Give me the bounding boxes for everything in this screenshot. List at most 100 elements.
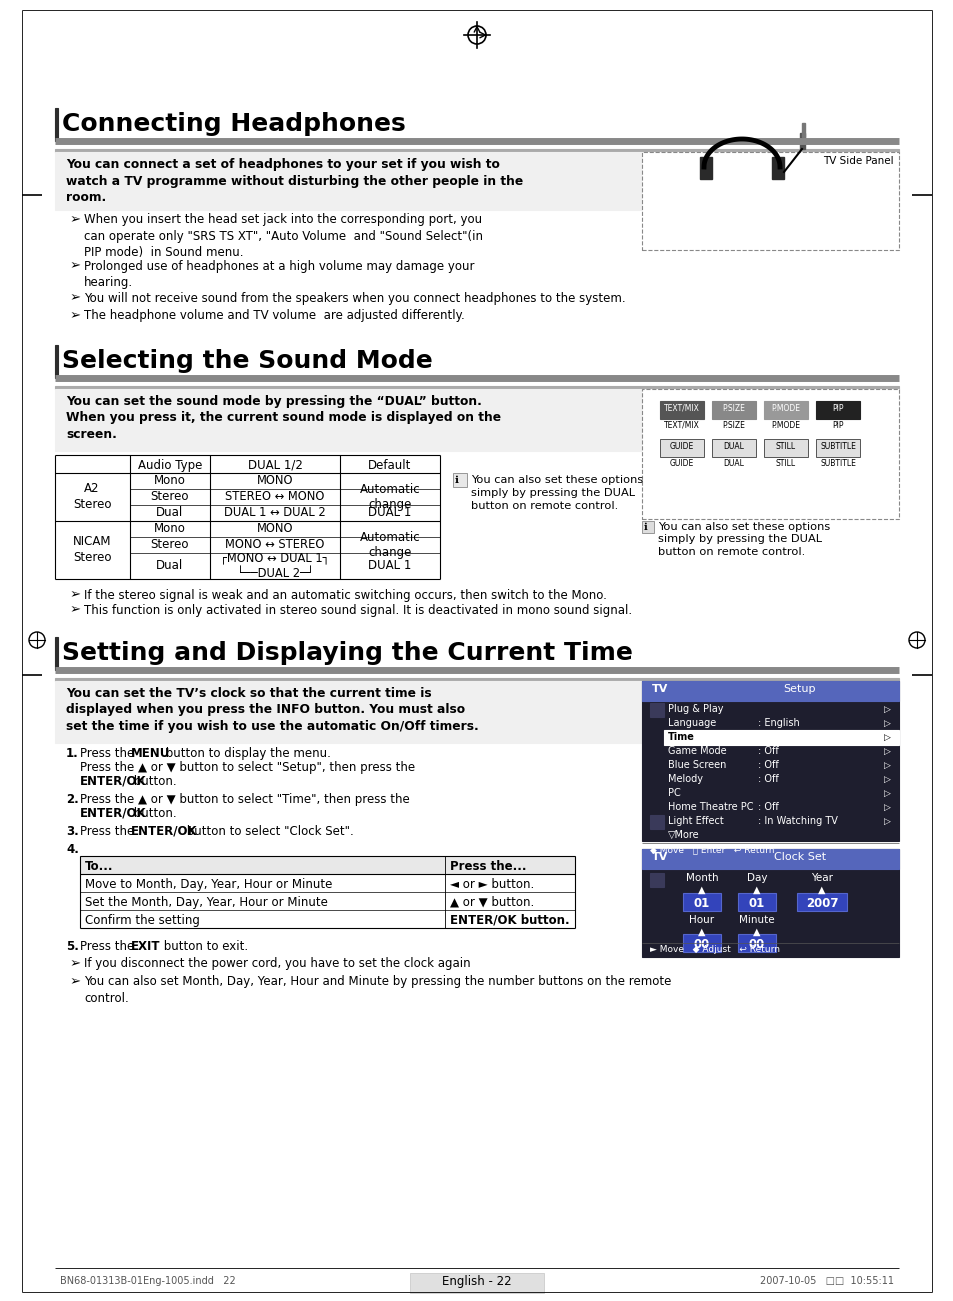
Bar bbox=[55, 636, 58, 670]
Text: ℹ: ℹ bbox=[643, 522, 647, 532]
Text: This function is only activated in stereo sound signal. It is deactivated in mon: This function is only activated in stere… bbox=[84, 604, 632, 617]
Bar bbox=[80, 856, 575, 873]
Text: TEXT/MIX: TEXT/MIX bbox=[663, 403, 700, 412]
Bar bbox=[649, 814, 663, 829]
Text: P.MODE: P.MODE bbox=[771, 403, 800, 412]
Bar bbox=[55, 680, 898, 743]
Text: Setting and Displaying the Current Time: Setting and Displaying the Current Time bbox=[62, 640, 632, 665]
Text: 01: 01 bbox=[693, 896, 709, 909]
Text: 00: 00 bbox=[748, 938, 764, 951]
Text: If the stereo signal is weak and an automatic switching occurs, then switch to t: If the stereo signal is weak and an auto… bbox=[84, 588, 606, 601]
Text: button to exit.: button to exit. bbox=[160, 939, 248, 952]
Text: You can set the sound mode by pressing the “DUAL” button.
When you press it, the: You can set the sound mode by pressing t… bbox=[66, 394, 500, 441]
Text: Mono: Mono bbox=[153, 522, 186, 535]
Text: Press the: Press the bbox=[80, 747, 138, 760]
Text: Confirm the setting: Confirm the setting bbox=[85, 913, 200, 926]
Text: Mono: Mono bbox=[153, 474, 186, 487]
Text: DUAL: DUAL bbox=[722, 458, 743, 467]
Text: ▲: ▲ bbox=[753, 885, 760, 895]
Bar bbox=[682, 892, 720, 911]
Text: : Off: : Off bbox=[758, 774, 778, 783]
Text: Light Effect: Light Effect bbox=[667, 816, 723, 826]
Bar bbox=[796, 892, 846, 911]
Text: ► Move   ◆ Adjust   ↩ Return: ► Move ◆ Adjust ↩ Return bbox=[649, 946, 780, 955]
Text: ◆ Move   Ⓟ Enter   ↩ Return: ◆ Move Ⓟ Enter ↩ Return bbox=[649, 846, 774, 855]
Text: ▷: ▷ bbox=[883, 761, 890, 770]
Text: Month: Month bbox=[685, 873, 718, 882]
Text: 3.: 3. bbox=[66, 825, 79, 838]
Text: DUAL: DUAL bbox=[722, 441, 743, 450]
Text: MENU: MENU bbox=[131, 747, 171, 760]
Text: 00: 00 bbox=[693, 938, 709, 951]
Text: 5.: 5. bbox=[66, 939, 79, 952]
Text: Move to Month, Day, Year, Hour or Minute: Move to Month, Day, Year, Hour or Minute bbox=[85, 877, 332, 890]
Text: PIP: PIP bbox=[831, 403, 842, 412]
Bar bbox=[763, 438, 807, 457]
Text: ┌MONO ↔ DUAL 1┐
└──DUAL 2─┘: ┌MONO ↔ DUAL 1┐ └──DUAL 2─┘ bbox=[220, 552, 330, 579]
Text: SUBTITLE: SUBTITLE bbox=[820, 458, 855, 467]
Text: Setup: Setup bbox=[783, 683, 816, 693]
Bar bbox=[641, 680, 898, 700]
Text: A2
Stereo: A2 Stereo bbox=[72, 481, 112, 511]
Text: 1.: 1. bbox=[66, 747, 79, 760]
Text: ENTER/OK: ENTER/OK bbox=[131, 825, 197, 838]
Text: GUIDE: GUIDE bbox=[669, 441, 694, 450]
Text: ENTER/OK: ENTER/OK bbox=[80, 807, 147, 820]
Text: Clock Set: Clock Set bbox=[773, 851, 825, 861]
Text: P.SIZE: P.SIZE bbox=[721, 403, 744, 412]
Text: ➢: ➢ bbox=[70, 259, 81, 272]
Bar bbox=[711, 401, 755, 419]
Text: : Off: : Off bbox=[758, 801, 778, 812]
Text: ▷: ▷ bbox=[883, 705, 890, 714]
Bar bbox=[738, 892, 775, 911]
Text: You can also set these options
simply by pressing the DUAL
button on remote cont: You can also set these options simply by… bbox=[471, 475, 642, 511]
Text: You can also set Month, Day, Year, Hour and Minute by pressing the number button: You can also set Month, Day, Year, Hour … bbox=[84, 974, 671, 1004]
Text: 2007: 2007 bbox=[805, 896, 838, 909]
Text: MONO ↔ STEREO: MONO ↔ STEREO bbox=[225, 539, 324, 552]
Bar bbox=[800, 133, 804, 150]
Text: STILL: STILL bbox=[775, 458, 795, 467]
Text: : In Watching TV: : In Watching TV bbox=[758, 816, 837, 826]
Text: ▲: ▲ bbox=[698, 926, 705, 937]
Text: TV: TV bbox=[651, 851, 668, 861]
Text: Dual: Dual bbox=[156, 559, 183, 572]
Bar bbox=[641, 680, 898, 840]
Text: MONO: MONO bbox=[256, 522, 293, 535]
Bar bbox=[55, 345, 58, 377]
Text: ▽More: ▽More bbox=[667, 830, 699, 839]
Text: If you disconnect the power cord, you have to set the clock again: If you disconnect the power cord, you ha… bbox=[84, 958, 470, 971]
Text: ℹ: ℹ bbox=[455, 475, 458, 484]
Text: Blue Screen: Blue Screen bbox=[667, 760, 725, 769]
Text: ▲: ▲ bbox=[698, 885, 705, 895]
Text: EXIT: EXIT bbox=[131, 939, 160, 952]
Text: 2007-10-05   □□  10:55:11: 2007-10-05 □□ 10:55:11 bbox=[760, 1276, 893, 1285]
Text: ➢: ➢ bbox=[70, 310, 81, 323]
Bar bbox=[700, 157, 711, 180]
Text: Stereo: Stereo bbox=[151, 490, 189, 503]
Text: To...: To... bbox=[85, 860, 113, 873]
Text: ▷: ▷ bbox=[883, 747, 890, 756]
Bar bbox=[641, 152, 898, 250]
Text: Connecting Headphones: Connecting Headphones bbox=[62, 112, 405, 137]
Bar bbox=[738, 934, 775, 951]
Bar bbox=[55, 108, 58, 141]
Bar bbox=[649, 703, 663, 717]
Text: English - 22: English - 22 bbox=[442, 1275, 511, 1288]
Text: When you insert the head set jack into the corresponding port, you
can operate o: When you insert the head set jack into t… bbox=[84, 213, 482, 259]
Text: Press the ▲ or ▼ button to select "Setup", then press the: Press the ▲ or ▼ button to select "Setup… bbox=[80, 761, 415, 774]
Text: ▷: ▷ bbox=[883, 775, 890, 785]
Bar bbox=[641, 520, 654, 532]
Text: ▷: ▷ bbox=[883, 732, 890, 742]
Text: NICAM
Stereo: NICAM Stereo bbox=[72, 535, 112, 565]
Text: Automatic
change: Automatic change bbox=[359, 531, 420, 558]
Bar bbox=[659, 401, 703, 419]
Text: Press the: Press the bbox=[80, 825, 138, 838]
Text: TEXT/MIX: TEXT/MIX bbox=[663, 420, 700, 429]
Text: Automatic
change: Automatic change bbox=[359, 483, 420, 510]
Text: P.MODE: P.MODE bbox=[771, 420, 800, 429]
Bar bbox=[815, 401, 859, 419]
Text: You can also set these options
simply by pressing the DUAL
button on remote cont: You can also set these options simply by… bbox=[658, 522, 829, 557]
Text: : Off: : Off bbox=[758, 745, 778, 756]
Text: Day: Day bbox=[746, 873, 766, 882]
Text: button to display the menu.: button to display the menu. bbox=[162, 747, 331, 760]
